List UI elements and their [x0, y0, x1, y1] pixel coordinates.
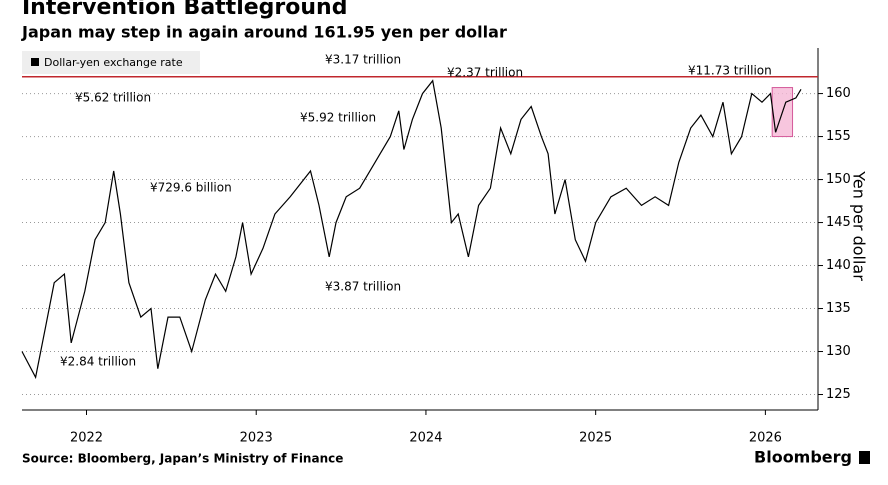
price-line: [21, 79, 802, 380]
annotation: ¥3.17 trillion: [325, 53, 401, 67]
annotation: ¥729.6 billion: [150, 181, 232, 195]
annotation: ¥3.87 trillion: [325, 280, 401, 294]
y-tick-label: 150: [826, 172, 851, 187]
y-tick-label: 155: [826, 129, 851, 144]
x-tick-label: 2024: [409, 431, 442, 446]
y-tick-label: 130: [826, 344, 851, 359]
annotation: ¥2.37 trillion: [447, 66, 523, 80]
brand-icon: [859, 451, 870, 464]
y-axis-label: Yen per dollar: [850, 170, 869, 281]
source: Source: Bloomberg, Japan’s Ministry of F…: [22, 452, 343, 466]
x-tick-label: 2026: [749, 431, 782, 446]
x-tick-label: 2022: [70, 431, 103, 446]
annotation: ¥5.92 trillion: [300, 111, 376, 125]
annotation: ¥11.73 trillion: [688, 64, 772, 78]
legend-box: [22, 51, 200, 74]
y-tick-label: 145: [826, 215, 851, 230]
y-tick-label: 135: [826, 301, 851, 316]
x-tick-label: 2025: [579, 431, 612, 446]
x-tick-label: 2023: [240, 431, 273, 446]
annotation: ¥5.62 trillion: [75, 91, 151, 105]
y-tick-label: 125: [826, 387, 851, 402]
legend-label: Dollar-yen exchange rate: [44, 56, 183, 69]
brand: Bloomberg: [754, 448, 852, 467]
chart-subtitle: Japan may step in again around 161.95 ye…: [21, 23, 507, 42]
y-tick-label: 160: [826, 86, 851, 101]
y-tick-label: 140: [826, 258, 851, 273]
annotation: ¥2.84 trillion: [60, 355, 136, 369]
chart-title: Intervention Battleground: [22, 0, 347, 20]
legend-swatch: [31, 58, 39, 66]
